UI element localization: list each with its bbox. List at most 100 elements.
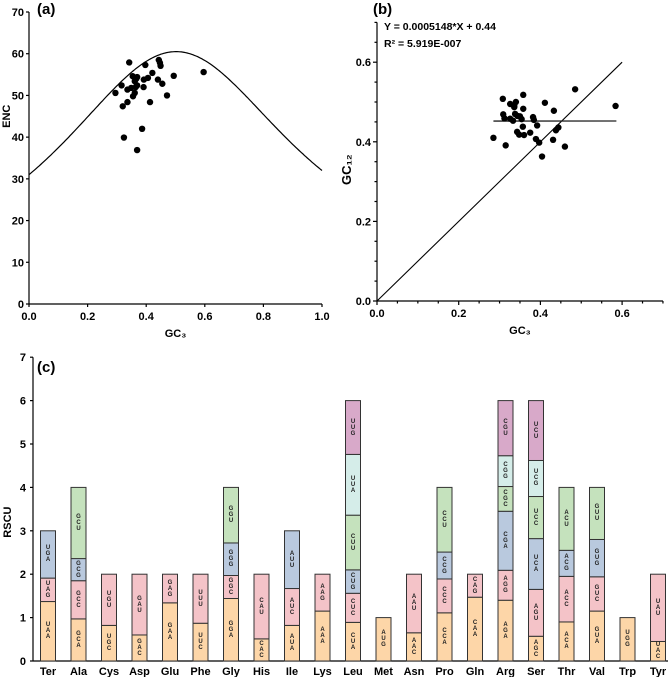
- x-tick-label: Glu: [161, 666, 179, 677]
- x-tick-label: Leu: [343, 666, 363, 677]
- data-point: [149, 69, 156, 77]
- bar-segment-cuu: [345, 514, 361, 571]
- bar-segment-aau: [406, 573, 422, 634]
- data-point: [200, 68, 207, 76]
- x-tick-label: Tyr: [650, 666, 667, 677]
- bar-segment-ggc: [223, 575, 239, 600]
- bar-segment-gga: [223, 598, 239, 662]
- data-point: [112, 89, 119, 97]
- bar-segment-gcg: [70, 558, 87, 582]
- bar-val: [589, 486, 605, 662]
- y-tick-label: 0: [18, 299, 24, 311]
- bar-segment-uuc: [192, 622, 209, 662]
- y-axis-label: ENC: [1, 105, 13, 128]
- panel-a-enc-plot: 0 10 20 30 40 50 60 70 0.0 0.2 0.4 0.6 0.8 1.0 GC₃ ENC (…: [1, 1, 330, 340]
- expected-enc-curve: [28, 51, 323, 176]
- x-tick-label: Arg: [496, 666, 515, 677]
- bar-segment-cgg: [497, 455, 514, 488]
- bar-trp: [619, 617, 636, 662]
- panel-c-rscu-bar-chart: 0 1 2 3 4 5 6 7 RSCU (c) Ter Ala Cys Asp Glu Phe Gly His I…: [2, 352, 668, 677]
- bar-segment-aac: [406, 632, 422, 662]
- bar-segment-caa: [467, 596, 483, 662]
- x-tick-label: 0.2: [80, 311, 95, 323]
- bar-segment-ggg: [223, 542, 239, 577]
- bar-segment-cga: [497, 510, 514, 571]
- bar-ser: [528, 400, 544, 662]
- bar-segment-ucc: [528, 496, 544, 540]
- y-tick-label: 6: [20, 396, 26, 408]
- bar-segment-cca: [436, 612, 453, 662]
- bar-segment-cag: [467, 573, 483, 598]
- bar-segment-aag: [314, 573, 331, 612]
- bar-segment-uau: [650, 573, 666, 642]
- x-tick-label: Lys: [313, 666, 332, 677]
- bar-segment-uga: [40, 530, 56, 579]
- x-tick-label: His: [253, 666, 270, 677]
- x-tick-label: Asn: [404, 666, 425, 677]
- bar-segment-aua: [284, 624, 300, 662]
- y-tick-label: 2: [20, 569, 26, 581]
- data-point: [612, 102, 619, 110]
- bar-gly: [223, 486, 239, 662]
- bar-met: [375, 617, 392, 662]
- bar-segment-uca: [528, 538, 544, 590]
- bar-segment-agu: [528, 588, 544, 637]
- data-point: [549, 136, 557, 144]
- data-point: [131, 89, 138, 97]
- data-point: [550, 107, 558, 114]
- bar-segment-cgc: [497, 486, 514, 512]
- data-point: [159, 80, 166, 87]
- x-tick-label: 0.0: [21, 311, 36, 323]
- data-point: [535, 139, 543, 146]
- y-tick-label: 50: [12, 90, 24, 102]
- bar-segment-cgu: [497, 400, 514, 457]
- bar-gln: [467, 573, 483, 662]
- x-tick-label: Gln: [466, 666, 485, 677]
- x-tick-label: Ile: [286, 666, 298, 677]
- data-point: [512, 98, 520, 106]
- y-tick-label: 3: [20, 526, 26, 538]
- bar-segment-cua: [345, 621, 361, 662]
- x-tick-label: 0.6: [614, 308, 629, 320]
- data-point: [501, 115, 508, 122]
- data-point: [561, 143, 569, 150]
- bar-segment-guu: [589, 486, 605, 540]
- x-tick-label: 0.6: [197, 311, 212, 323]
- bar-segment-cac: [253, 638, 270, 662]
- x-tick-label: Thr: [558, 666, 576, 677]
- bar-segment-uua: [345, 453, 361, 516]
- bar-segment-gcu: [70, 486, 87, 560]
- x-tick-label: Ala: [70, 666, 88, 677]
- data-point: [520, 91, 527, 99]
- data-point: [538, 153, 546, 160]
- bar-segment-ggu: [223, 486, 239, 544]
- x-axis-label: GC₃: [509, 325, 531, 337]
- bar-tyr: [650, 573, 666, 662]
- data-point: [138, 125, 146, 132]
- bar-segment-uaa: [40, 601, 56, 662]
- bar-segment-uag: [40, 577, 56, 603]
- data-point: [163, 92, 171, 99]
- x-tick-label: Val: [589, 666, 605, 677]
- data-point: [170, 72, 177, 80]
- data-point: [119, 103, 126, 110]
- bar-segment-aga: [497, 599, 514, 662]
- bar-segment-gau: [131, 573, 148, 636]
- y-tick-label: 40: [12, 132, 24, 144]
- bar-segment-guc: [589, 576, 605, 612]
- y-tick-label: 0.0: [356, 296, 371, 308]
- bar-segment-acc: [558, 575, 575, 623]
- bar-phe: [192, 573, 209, 662]
- data-point: [144, 74, 152, 82]
- bar-segment-gca: [70, 618, 87, 662]
- data-point: [530, 116, 538, 124]
- bar-segment-ccc: [436, 578, 453, 614]
- y-tick-label: 7: [20, 352, 26, 364]
- bar-his: [253, 573, 270, 662]
- bar-leu: [345, 400, 361, 662]
- data-point: [520, 105, 527, 112]
- x-tick-label: 1.0: [314, 311, 329, 323]
- bar-cys: [101, 573, 117, 662]
- data-point: [518, 115, 525, 123]
